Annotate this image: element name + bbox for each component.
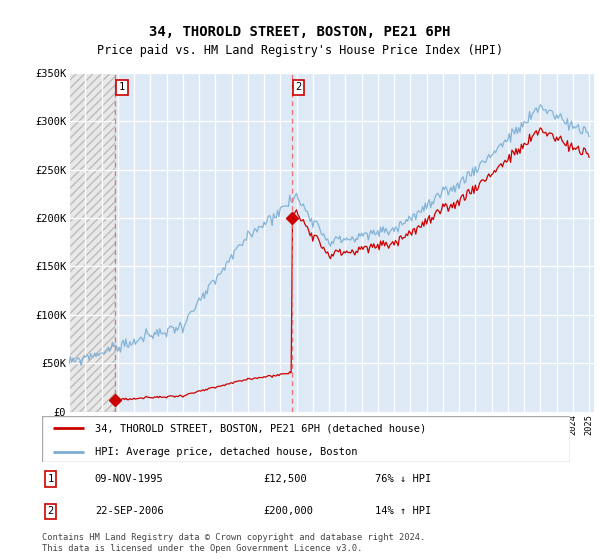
Text: 1: 1 <box>47 474 53 484</box>
Text: £12,500: £12,500 <box>264 474 308 484</box>
Text: HPI: Average price, detached house, Boston: HPI: Average price, detached house, Bost… <box>95 447 358 457</box>
Text: £200,000: £200,000 <box>264 506 314 516</box>
Text: 1: 1 <box>119 82 125 92</box>
Text: 34, THOROLD STREET, BOSTON, PE21 6PH: 34, THOROLD STREET, BOSTON, PE21 6PH <box>149 25 451 39</box>
Text: 14% ↑ HPI: 14% ↑ HPI <box>374 506 431 516</box>
Text: 2: 2 <box>295 82 302 92</box>
Text: 34, THOROLD STREET, BOSTON, PE21 6PH (detached house): 34, THOROLD STREET, BOSTON, PE21 6PH (de… <box>95 423 426 433</box>
Text: 76% ↓ HPI: 76% ↓ HPI <box>374 474 431 484</box>
Text: 22-SEP-2006: 22-SEP-2006 <box>95 506 164 516</box>
Text: 2: 2 <box>47 506 53 516</box>
FancyBboxPatch shape <box>42 416 570 462</box>
Text: Price paid vs. HM Land Registry's House Price Index (HPI): Price paid vs. HM Land Registry's House … <box>97 44 503 57</box>
Text: 09-NOV-1995: 09-NOV-1995 <box>95 474 164 484</box>
Text: Contains HM Land Registry data © Crown copyright and database right 2024.
This d: Contains HM Land Registry data © Crown c… <box>42 533 425 553</box>
